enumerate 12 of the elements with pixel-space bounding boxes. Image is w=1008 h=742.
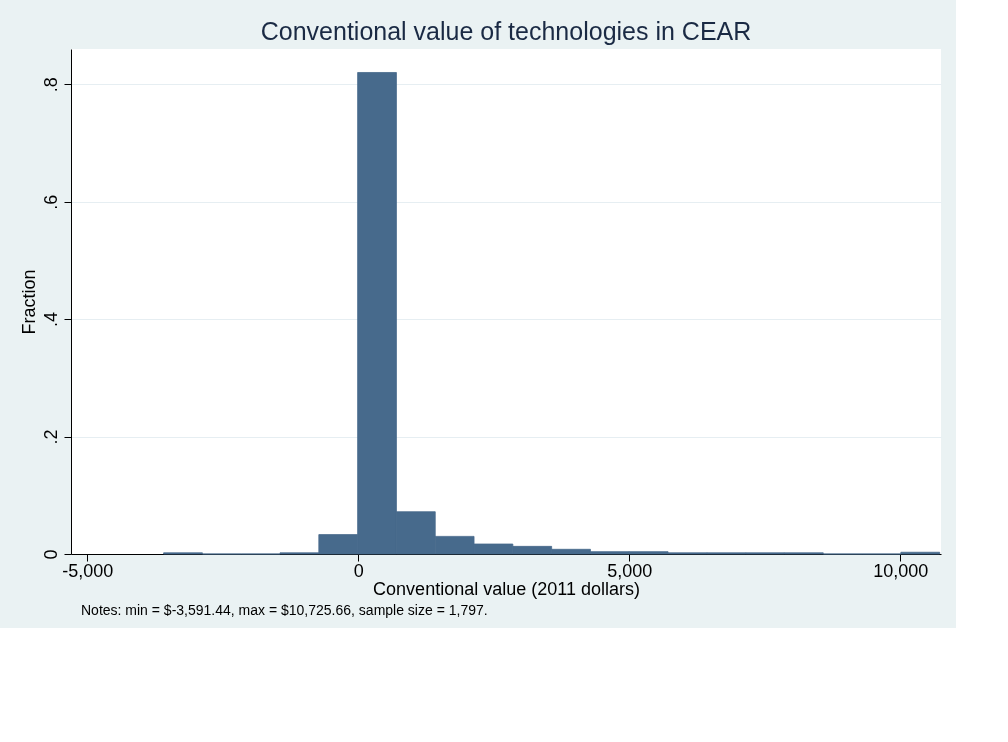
y-axis-title: Fraction (18, 269, 39, 335)
y-tick-label: .8 (40, 77, 61, 93)
y-tick-label: .6 (40, 194, 61, 210)
y-tick-label: 0 (40, 549, 61, 560)
x-tick-label: -5,000 (62, 560, 114, 581)
x-tick-label: 5,000 (607, 560, 653, 581)
text: Notes: min = $-3,591.44, max = $10,725.66, sample size = 1,797. (81, 602, 488, 618)
y-tick-label: .4 (40, 312, 61, 328)
chart-title: Conventional value of technologies in CEAR (260, 17, 752, 45)
y-tick-label: .2 (40, 429, 61, 445)
x-tick-label: 0 (353, 560, 364, 581)
x-tick-label: 10,000 (873, 560, 929, 581)
